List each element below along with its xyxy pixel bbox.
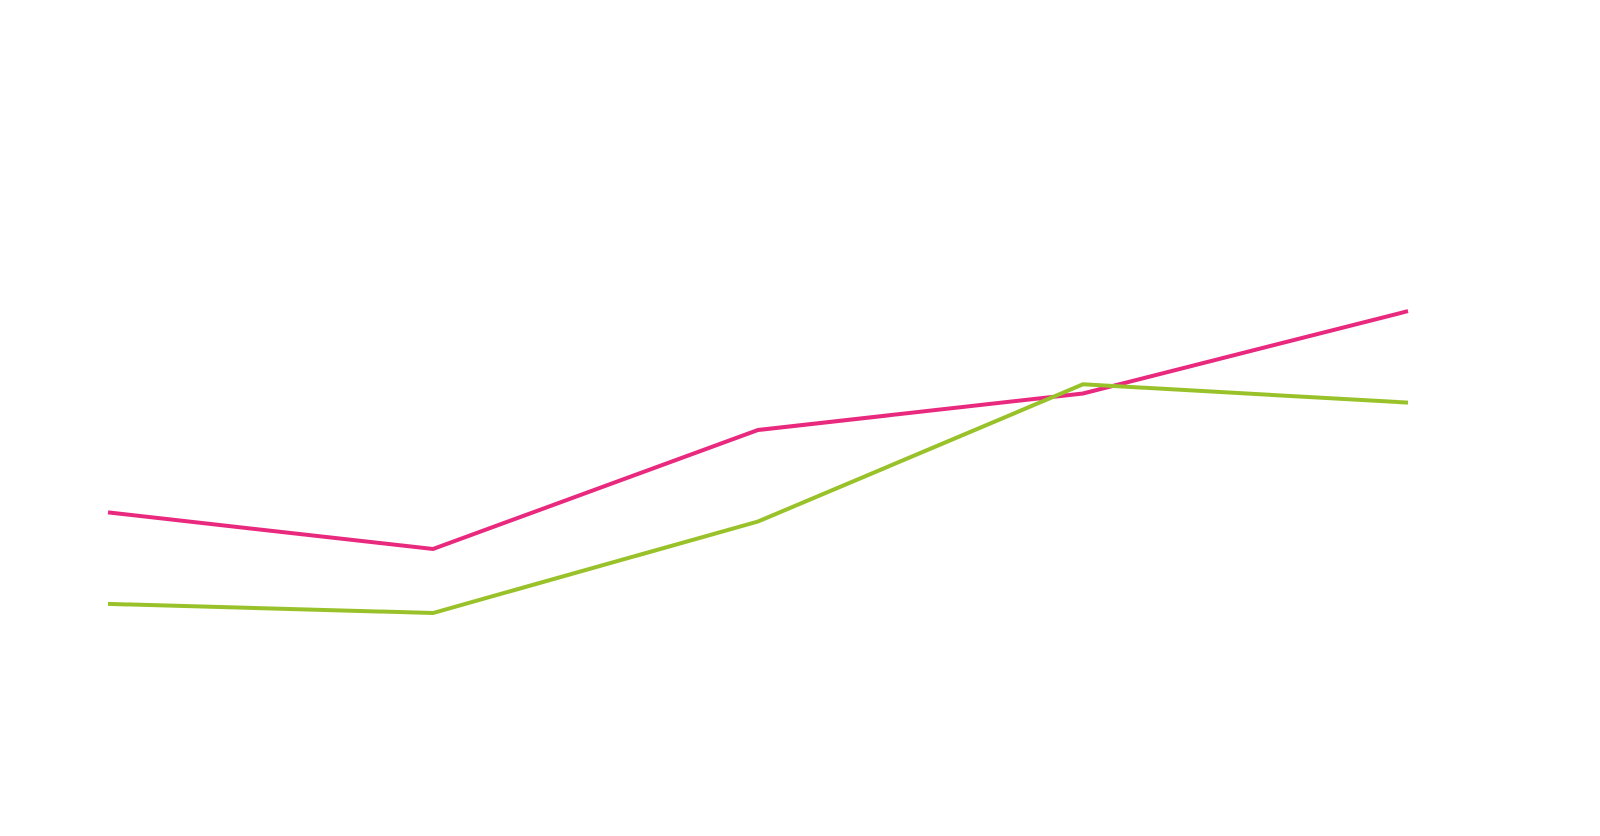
series-line-1 <box>107 309 1409 552</box>
series-layer <box>107 309 1409 616</box>
series-line-2 <box>107 382 1409 616</box>
